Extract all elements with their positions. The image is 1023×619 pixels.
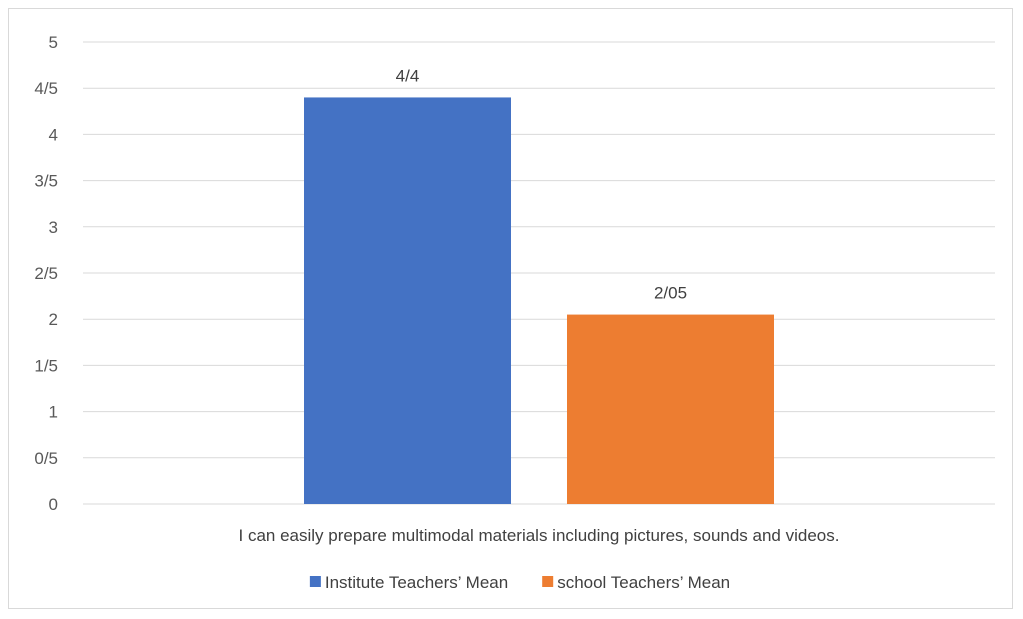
y-axis-tick-labels: 0 0/5 1 1/5 2 2/5 3 3/5 4 4/5 5 [34,33,58,514]
y-tick-label: 4/5 [34,79,58,98]
category-labels: I can easily prepare multimodal material… [239,526,840,545]
bar-series-1 [567,314,774,504]
y-tick-label: 3 [49,218,58,237]
category-label: I can easily prepare multimodal material… [239,526,840,545]
legend-item-series-1: school Teachers’ Mean [542,573,730,592]
legend-label-series-1: school Teachers’ Mean [557,573,730,592]
y-tick-label: 3/5 [34,172,58,191]
y-tick-label: 2/5 [34,264,58,283]
data-label-series-0: 4/4 [396,66,420,85]
legend: Institute Teachers’ Mean school Teachers’… [309,573,730,592]
legend-label-series-0: Institute Teachers’ Mean [325,573,508,592]
y-tick-label: 1 [49,403,58,422]
legend-item-series-0: Institute Teachers’ Mean [309,573,508,592]
data-labels: 4/4 2/05 [396,66,687,302]
bars [304,97,774,504]
y-tick-label: 4 [49,125,58,144]
y-tick-label: 0 [49,495,58,514]
legend-swatch-series-1 [542,576,554,587]
y-tick-label: 5 [49,33,58,52]
gridlines [83,41,995,505]
y-tick-label: 0/5 [34,449,58,468]
bar-series-0 [304,97,511,504]
y-tick-label: 2 [49,310,58,329]
data-label-series-1: 2/05 [654,284,687,303]
y-tick-label: 1/5 [34,356,58,375]
legend-swatch-series-0 [309,576,321,587]
